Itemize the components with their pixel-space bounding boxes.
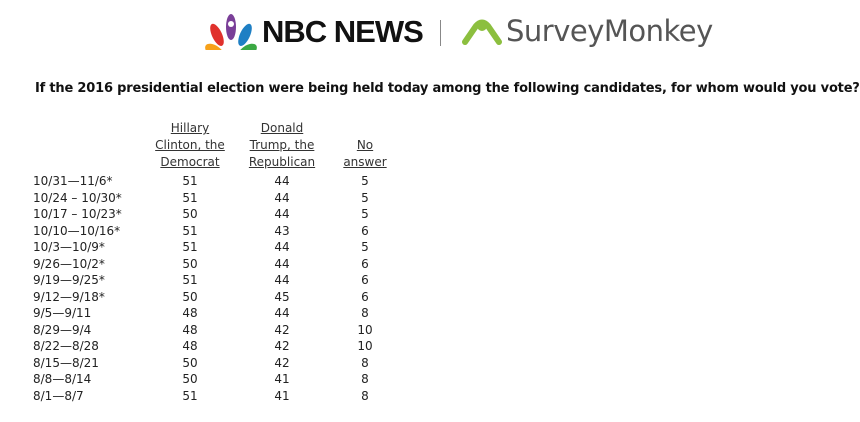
row-label: 9/12—9/18*: [33, 289, 105, 304]
row-label: 10/3—10/9*: [33, 240, 105, 254]
cell-value: 50: [182, 207, 198, 221]
cell-value: 44: [274, 174, 290, 188]
cell-value: 8: [361, 372, 369, 386]
cell-value: 50: [182, 289, 198, 304]
cell-value: 42: [274, 322, 290, 337]
column-header: Democrat: [160, 155, 220, 169]
cell-value: 42: [274, 339, 290, 353]
nbc-logo-text: NBC NEWS: [262, 14, 424, 49]
cell-value: 8: [361, 306, 369, 320]
cell-value: 41: [274, 388, 290, 403]
cell-value: 45: [274, 289, 290, 304]
cell-value: 51: [182, 388, 198, 403]
row-label: 9/19—9/25*: [33, 273, 105, 287]
cell-value: 44: [274, 190, 290, 205]
cell-value: 51: [182, 240, 198, 254]
cell-value: 48: [182, 322, 198, 337]
cell-value: 5: [361, 174, 369, 188]
row-label: 10/31—11/6*: [33, 174, 113, 188]
cell-value: 51: [182, 174, 198, 188]
cell-value: 51: [182, 190, 198, 205]
column-header: Donald: [260, 121, 304, 135]
cell-value: 5: [361, 190, 369, 205]
cell-value: 44: [274, 240, 290, 254]
cell-value: 50: [182, 372, 198, 386]
cell-value: 48: [182, 339, 198, 353]
column-header: answer: [343, 155, 387, 169]
cell-value: 48: [182, 306, 198, 320]
row-label: 10/24 – 10/30*: [33, 190, 122, 205]
row-label: 8/1—8/7: [33, 388, 84, 403]
cell-value: 44: [274, 273, 290, 287]
column-header: Trump, the: [249, 138, 315, 152]
cell-value: 51: [182, 273, 198, 287]
cell-value: 50: [182, 355, 198, 370]
column-header: Republican: [248, 155, 316, 169]
cell-value: 8: [361, 388, 369, 403]
cell-value: 43: [274, 223, 290, 238]
cell-value: 8: [361, 355, 369, 370]
cell-value: 44: [274, 207, 290, 221]
cell-value: 51: [182, 223, 198, 238]
cell-value: 6: [361, 223, 369, 238]
peacock-logo: [205, 14, 257, 50]
cell-value: 41: [274, 372, 290, 386]
cell-value: 6: [361, 256, 369, 271]
cell-value: 50: [182, 256, 198, 271]
column-header: Clinton, the: [155, 138, 225, 152]
row-label: 8/29—9/4: [33, 322, 92, 337]
row-label: 10/17 – 10/23*: [33, 207, 122, 221]
cell-value: 10: [357, 339, 373, 353]
cell-value: 6: [361, 273, 369, 287]
cell-value: 10: [357, 322, 373, 337]
surveymonkey-logo-text: SurveyMonkey: [506, 14, 713, 48]
monkey-logo: [462, 19, 502, 45]
row-label: 10/10—10/16*: [33, 223, 121, 238]
row-label: 9/26—10/2*: [33, 256, 105, 271]
cell-value: 5: [361, 207, 369, 221]
logo-separator: [440, 20, 441, 46]
row-label: 8/8—8/14: [33, 372, 92, 386]
column-header: Hillary: [170, 121, 210, 135]
cell-value: 5: [361, 240, 369, 254]
question: If the 2016 presidential election were b…: [35, 81, 860, 96]
row-label: 8/22—8/28: [33, 339, 99, 353]
cell-value: 44: [274, 306, 290, 320]
cell-value: 6: [361, 289, 369, 304]
row-label: 9/5—9/11: [33, 306, 92, 320]
column-header: No: [356, 138, 374, 152]
row-label: 8/15—8/21: [33, 355, 99, 370]
cell-value: 44: [274, 256, 290, 271]
cell-value: 42: [274, 355, 290, 370]
